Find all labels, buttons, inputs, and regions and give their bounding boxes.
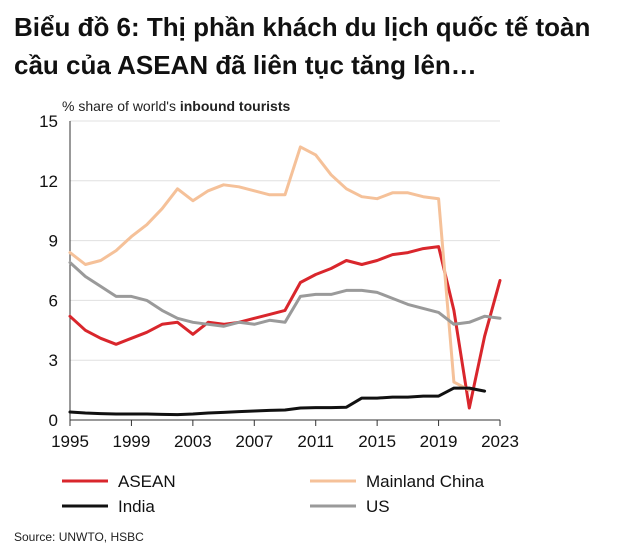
legend-label-us: US	[366, 497, 390, 516]
x-tick-label-2003: 2003	[174, 432, 212, 451]
x-tick-label-2015: 2015	[358, 432, 396, 451]
y-tick-label-0: 0	[49, 411, 58, 430]
y-tick-label-9: 9	[49, 232, 58, 251]
y-tick-label-12: 12	[39, 172, 58, 191]
legend-label-asean: ASEAN	[118, 472, 176, 491]
x-tick-label-2023: 2023	[481, 432, 519, 451]
x-tick-label-2007: 2007	[235, 432, 273, 451]
y-tick-label-6: 6	[49, 291, 58, 310]
x-tick-label-2019: 2019	[420, 432, 458, 451]
source-note: Source: UNWTO, HSBC	[14, 530, 144, 544]
chart-title: Biểu đồ 6: Thị phần khách du lịch quốc t…	[14, 12, 591, 80]
y-tick-label-3: 3	[49, 351, 58, 370]
legend-label-mainland-china: Mainland China	[366, 472, 485, 491]
series-lines	[68, 145, 502, 417]
chart-subtitle-bold: inbound tourists	[180, 98, 291, 114]
axes	[69, 121, 501, 426]
series-line-asean	[68, 245, 502, 410]
y-tick-label-15: 15	[39, 112, 58, 131]
chart-subtitle-prefix: % share of world's	[62, 98, 180, 114]
series-line-mainland-china	[68, 145, 471, 392]
series-line-us	[68, 261, 502, 328]
x-tick-label-1995: 1995	[51, 432, 89, 451]
series-line-india	[68, 386, 487, 417]
legend: ASEAN Mainland China India US	[62, 472, 485, 516]
grid-lines	[70, 120, 500, 361]
x-tick-label-1999: 1999	[113, 432, 151, 451]
legend-label-india: India	[118, 497, 155, 516]
tick-labels: 0 3 6 9 12 15 1995 1999 2003 2007 2011 2015 2019 2023	[39, 112, 519, 451]
x-tick-label-2011: 2011	[297, 432, 334, 451]
chart-subtitle: % share of world's inbound tourists	[62, 98, 290, 114]
